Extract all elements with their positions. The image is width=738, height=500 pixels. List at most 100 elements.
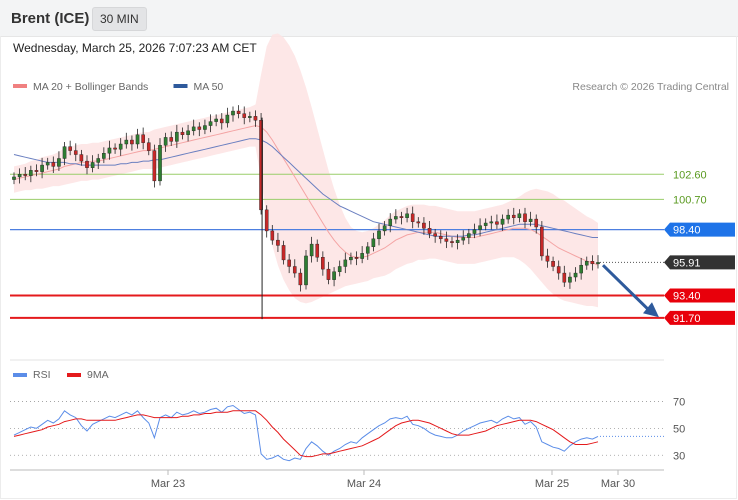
candle-body	[118, 143, 123, 150]
candle	[40, 157, 44, 179]
candle-body	[242, 113, 247, 118]
candle-body	[29, 170, 33, 176]
candle-body	[90, 162, 95, 168]
candle-body	[495, 221, 499, 225]
candle	[135, 128, 140, 149]
candle	[281, 240, 286, 265]
candle	[259, 113, 263, 215]
candle	[596, 255, 600, 269]
candle-body	[584, 261, 589, 266]
candle	[248, 111, 252, 123]
rsi-panel: 30 50 70	[10, 359, 685, 462]
candle-body	[180, 131, 185, 135]
candle	[292, 259, 297, 278]
candle	[511, 207, 516, 225]
support-label: 93.40	[673, 290, 701, 302]
legend-label: RSI	[33, 369, 51, 381]
chart-frame	[0, 36, 737, 499]
candle-body	[562, 272, 567, 283]
candle	[523, 207, 527, 229]
candle	[489, 215, 494, 230]
header-bar: Brent (ICE) 30 MIN	[0, 0, 738, 37]
candle-body	[573, 272, 578, 278]
candle-body	[354, 257, 359, 259]
candle	[57, 151, 61, 171]
candle-body	[264, 209, 269, 232]
candle-body	[545, 255, 550, 262]
candle-body	[388, 218, 393, 226]
candle	[573, 267, 578, 282]
candle-body	[292, 266, 297, 274]
candle-body	[146, 142, 151, 151]
candle	[214, 114, 218, 127]
rsi-legend-item: RSI	[13, 369, 51, 381]
candle-body	[455, 239, 460, 243]
candle-body	[248, 116, 252, 118]
candle	[208, 114, 213, 133]
candle-body	[337, 266, 342, 272]
candle-body	[231, 110, 235, 116]
candle	[236, 105, 241, 119]
candle-body	[528, 218, 533, 222]
candle-body	[551, 261, 555, 267]
candle-body	[467, 233, 471, 238]
candle-body	[377, 230, 381, 240]
candle	[382, 221, 387, 236]
candle-body	[23, 174, 28, 176]
timeframe-button[interactable]: 30 MIN	[92, 7, 147, 31]
candle	[45, 157, 50, 170]
x-tick-label: Mar 23	[151, 478, 185, 490]
candle-body	[433, 233, 437, 237]
candle	[579, 257, 583, 280]
candle-body	[51, 162, 56, 167]
rsi-line	[13, 404, 599, 462]
main-legend-item: MA 20 + Bollinger Bands	[13, 81, 148, 93]
candle-body	[365, 246, 370, 254]
rsi-tick-label: 50	[673, 423, 685, 435]
candle	[551, 256, 555, 272]
candle-body	[135, 134, 140, 145]
candle-body	[102, 153, 106, 159]
x-tick-label: Mar 25	[535, 478, 569, 490]
candle	[388, 213, 393, 233]
candle	[197, 122, 202, 137]
candle-body	[461, 237, 466, 241]
candle-body	[394, 216, 398, 220]
candle-body	[253, 116, 258, 121]
candle	[444, 231, 449, 249]
candle	[107, 140, 112, 160]
candle	[51, 156, 56, 173]
candle	[332, 267, 336, 287]
candle-body	[107, 147, 112, 154]
candle	[264, 205, 269, 238]
candle-body	[236, 110, 241, 114]
candle	[495, 214, 499, 229]
candle	[321, 251, 325, 276]
candle-body	[556, 266, 561, 274]
candle-body	[186, 130, 190, 135]
candle	[85, 155, 89, 175]
candle	[528, 211, 533, 227]
candle	[427, 221, 432, 239]
candle-body	[85, 160, 89, 168]
legend-swatch	[13, 84, 27, 88]
forecast-arrow-head	[643, 302, 659, 318]
candle	[163, 132, 168, 152]
candle-body	[540, 226, 544, 257]
candle-body	[287, 259, 291, 267]
x-tick-label: Mar 24	[347, 478, 381, 490]
x-tick-label: Mar 30	[601, 478, 635, 490]
support-label: 91.70	[673, 313, 701, 325]
candle	[34, 164, 39, 177]
candle	[472, 223, 477, 239]
candle-body	[175, 131, 179, 142]
candle-body	[349, 257, 353, 261]
candle-body	[40, 164, 44, 172]
timestamp: Wednesday, March 25, 2026 7:07:23 AM CET	[13, 41, 257, 55]
candle-body	[68, 146, 72, 151]
candle	[17, 168, 22, 184]
candle-body	[309, 243, 314, 257]
candle	[73, 143, 78, 162]
candle	[399, 211, 404, 225]
